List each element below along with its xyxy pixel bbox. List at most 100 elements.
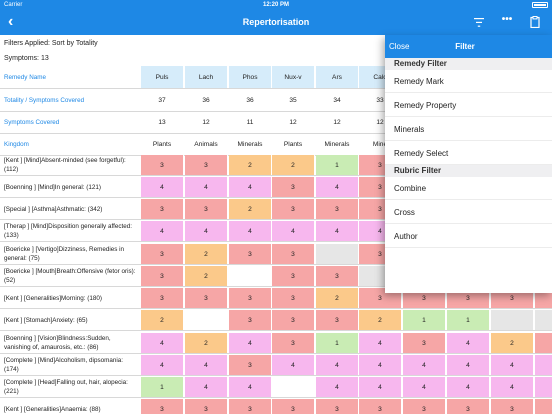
rubric-grade-cell[interactable]: 4 [316, 177, 359, 197]
rubric-grade-cell[interactable]: 4 [229, 377, 272, 397]
rubric-grade-cell[interactable]: 3 [403, 399, 446, 414]
rubric-grade-cell[interactable]: 4 [141, 355, 184, 375]
rubric-grade-cell[interactable]: 4 [316, 221, 359, 241]
rubric-grade-cell[interactable]: 4 [185, 177, 228, 197]
rubric-grade-cell[interactable]: 2 [185, 244, 228, 264]
back-button[interactable]: ‹ [8, 13, 14, 30]
rubric-grade-cell[interactable] [316, 244, 359, 264]
rubric-row[interactable]: [Kent ] [Generalities]Morning: (180) 3 3 3 3… [0, 288, 552, 309]
menu-item-cross[interactable]: Cross [385, 201, 552, 224]
rubric-grade-cell[interactable]: 3 [272, 288, 315, 308]
rubric-label[interactable]: [Boericke ] [Mouth]Breath:Offensive (fet… [4, 268, 136, 284]
rubric-grade-cell[interactable]: 4 [229, 221, 272, 241]
rubric-row[interactable]: [Kent ] [Mind]Absent-minded (see forgetf… [0, 155, 552, 176]
rubric-grade-cell[interactable]: 4 [272, 221, 315, 241]
rubric-grade-cell[interactable]: 4 [141, 177, 184, 197]
rubric-grade-cell[interactable]: 3 [535, 399, 552, 414]
rubric-grade-cell[interactable]: 3 [272, 266, 315, 286]
rubric-row[interactable]: [Kent ] [Generalities]Anaemia: (88) 3 3 3 3 3… [0, 399, 552, 414]
rubric-label[interactable]: [Kent ] [Mind]Absent-minded (see forgetf… [4, 157, 126, 173]
menu-item-remedy-select[interactable]: Remedy Select [385, 142, 552, 165]
rubric-grade-cell[interactable]: 4 [359, 355, 402, 375]
menu-item-minerals[interactable]: Minerals [385, 118, 552, 141]
rubric-grade-cell[interactable]: 3 [447, 288, 490, 308]
rubric-label[interactable]: [Boenning ] [Vision]Blindness:Sudden, va… [4, 335, 111, 351]
rubric-grade-cell[interactable]: 4 [272, 355, 315, 375]
rubric-grade-cell[interactable]: 4 [359, 333, 402, 353]
rubric-grade-cell[interactable]: 4 [229, 333, 272, 353]
rubric-grade-cell[interactable] [535, 333, 552, 353]
rubric-grade-cell[interactable]: 3 [229, 244, 272, 264]
rubric-grade-cell[interactable]: 4 [403, 377, 446, 397]
rubric-grade-cell[interactable]: 3 [185, 288, 228, 308]
rubric-grade-cell[interactable]: 2 [491, 333, 534, 353]
rubric-grade-cell[interactable]: 3 [403, 333, 446, 353]
rubric-grade-cell[interactable]: 3 [359, 288, 402, 308]
rubric-grade-cell[interactable]: 3 [185, 399, 228, 414]
rubric-grade-cell[interactable]: 4 [141, 221, 184, 241]
rubric-grade-cell[interactable]: 3 [272, 310, 315, 330]
rubric-grade-cell[interactable]: 3 [272, 177, 315, 197]
rubric-grade-cell[interactable]: 1 [316, 155, 359, 175]
rubric-grade-cell[interactable]: 2 [185, 333, 228, 353]
rubric-grade-cell[interactable]: 3 [316, 310, 359, 330]
rubric-grade-cell[interactable]: 4 [185, 221, 228, 241]
rubric-grade-cell[interactable]: 4 [535, 355, 552, 375]
rubric-label[interactable]: [Boenning ] [Mind]In general: (121) [4, 183, 101, 191]
clipboard-icon[interactable] [530, 16, 540, 28]
rubric-label[interactable]: [Kent ] [Generalities]Morning: (180) [4, 294, 102, 302]
rubric-grade-cell[interactable]: 3 [491, 399, 534, 414]
rubric-grade-cell[interactable]: 4 [229, 177, 272, 197]
close-button[interactable]: Close [389, 42, 410, 51]
rubric-grade-cell[interactable]: 3 [185, 199, 228, 219]
rubric-grade-cell[interactable]: 3 [316, 199, 359, 219]
rubric-grade-cell[interactable]: 2 [185, 266, 228, 286]
rubric-grade-cell[interactable] [229, 266, 272, 286]
menu-item-remedy-mark[interactable]: Remedy Mark [385, 70, 552, 93]
rubric-grade-cell[interactable]: 3 [229, 310, 272, 330]
rubric-grade-cell[interactable]: 2 [229, 155, 272, 175]
rubric-row[interactable]: [Special ] [Asthma]Asthmatic: (342) 3 3 2 3 3… [0, 199, 552, 220]
rubric-grade-cell[interactable]: 4 [185, 377, 228, 397]
rubric-grade-cell[interactable]: 3 [141, 288, 184, 308]
rubric-grade-cell[interactable]: 1 [141, 377, 184, 397]
rubric-grade-cell[interactable]: 4 [535, 377, 552, 397]
rubric-label[interactable]: [Kent ] [Generalities]Anaemia: (88) [4, 405, 101, 413]
rubric-grade-cell[interactable]: 3 [359, 399, 402, 414]
menu-item-remedy-property[interactable]: Remedy Property [385, 94, 552, 117]
rubric-row[interactable]: [Boenning ] [Vision]Blindness:Sudden, va… [0, 333, 552, 354]
filter-icon[interactable] [474, 18, 484, 27]
header-row-label[interactable]: Remedy Name [4, 73, 46, 81]
rubric-grade-cell[interactable]: 2 [316, 288, 359, 308]
rubric-grade-cell[interactable]: 3 [272, 244, 315, 264]
rubric-grade-cell[interactable]: 3 [272, 333, 315, 353]
rubric-grade-cell[interactable]: 1 [403, 310, 446, 330]
rubric-grade-cell[interactable]: 3 [141, 155, 184, 175]
rubric-grade-cell[interactable]: 2 [141, 310, 184, 330]
rubric-grade-cell[interactable]: 1 [316, 333, 359, 353]
rubric-row[interactable]: [Complete ] [Head]Falling out, hair, alo… [0, 377, 552, 398]
rubric-grade-cell[interactable]: 3 [185, 155, 228, 175]
rubric-grade-cell[interactable]: 3 [316, 266, 359, 286]
rubric-grade-cell[interactable]: 4 [403, 355, 446, 375]
rubric-grade-cell[interactable]: 3 [229, 288, 272, 308]
rubric-grade-cell[interactable]: 2 [229, 199, 272, 219]
rubric-grade-cell[interactable] [535, 310, 552, 330]
rubric-grade-cell[interactable] [272, 377, 315, 397]
header-row-label[interactable]: Kingdom [4, 141, 29, 148]
rubric-label[interactable]: [Boericke ] [Vertigo]Dizziness, Remedies… [4, 246, 125, 262]
rubric-grade-cell[interactable]: 2 [359, 310, 402, 330]
rubric-grade-cell[interactable]: 4 [491, 377, 534, 397]
rubric-row[interactable]: [Kent ] [Stomach]Anxiety: (65) 2 3 3 3 2 1 1 [0, 310, 552, 331]
rubric-grade-cell[interactable]: 3 [141, 266, 184, 286]
rubric-label[interactable]: [Special ] [Asthma]Asthmatic: (342) [4, 205, 103, 213]
rubric-label[interactable]: [Therap ] [Mind]Disposition generally af… [4, 223, 132, 239]
more-options-icon[interactable]: ••• [501, 14, 513, 25]
rubric-grade-cell[interactable]: 3 [141, 399, 184, 414]
header-row-label[interactable]: Symptoms Covered [4, 119, 60, 126]
rubric-grade-cell[interactable]: 4 [316, 355, 359, 375]
rubric-grade-cell[interactable]: 3 [447, 399, 490, 414]
rubric-grade-cell[interactable]: 3 [535, 288, 552, 308]
rubric-grade-cell[interactable]: 3 [403, 288, 446, 308]
menu-item-author[interactable]: Author [385, 225, 552, 248]
